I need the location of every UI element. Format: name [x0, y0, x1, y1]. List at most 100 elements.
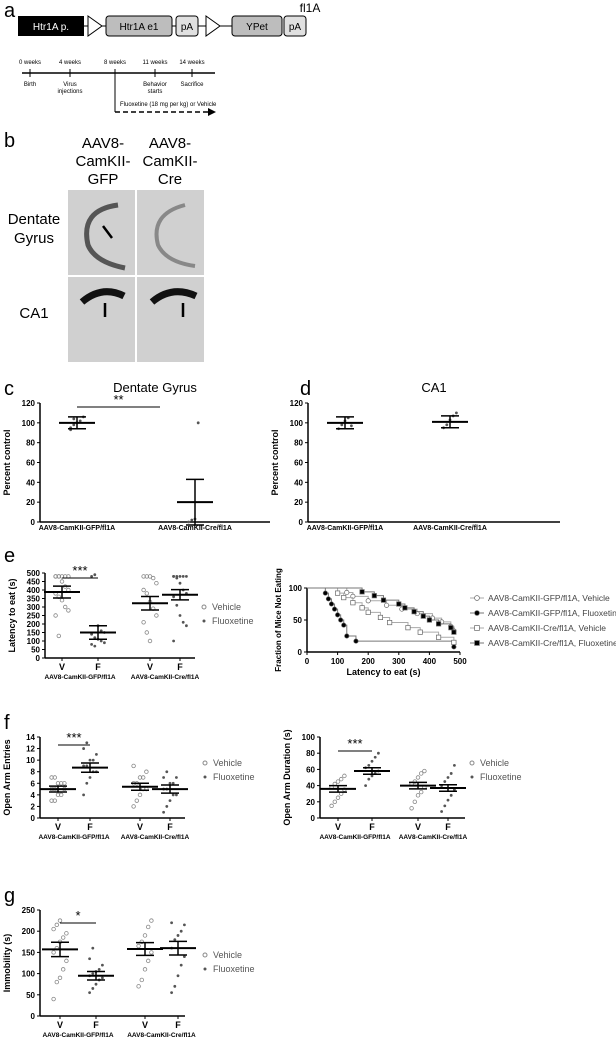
panel-c-y-label: Percent control — [2, 429, 12, 495]
panel-e-left-point — [53, 613, 58, 618]
panel-f-right-point — [443, 780, 447, 783]
panel-e-right-legend-marker — [474, 610, 480, 616]
panel-f-left-point — [175, 793, 178, 797]
panel-e-right-point — [341, 622, 347, 628]
panel-g-y-label: Immobility (s) — [2, 934, 12, 993]
panel-g-point — [91, 946, 95, 950]
panel-g-sig-label: * — [75, 908, 80, 923]
panel-f-right-group-label: AAV8-CamKII-Cre/fl1A — [399, 834, 468, 841]
histology-col-header: AAV8- — [149, 135, 191, 152]
panel-g-point — [101, 976, 104, 980]
panel-e-left-group-label: AAV8-CamKII-GFP/fl1A — [44, 674, 115, 681]
panel-f-left-y-tick-label: 10 — [26, 756, 35, 765]
histology-row-label: Dentate — [8, 211, 61, 228]
panel-g-legend-fluoxetine-marker — [203, 967, 207, 971]
panel-f-left-point — [52, 798, 57, 803]
panel-f-right-group-label: AAV8-CamKII-GFP/fl1A — [319, 834, 390, 841]
timeline-event: Behavior — [143, 82, 167, 88]
panel-g-point — [57, 975, 63, 981]
panel-f-left-point — [162, 776, 166, 779]
panel-e-right-point — [328, 601, 335, 607]
panel-d-y-tick-label: 40 — [294, 478, 303, 487]
panel-e-right-point — [365, 598, 371, 604]
panel-f-left-point — [82, 793, 85, 797]
panel-f-left-point — [168, 781, 172, 785]
panel-e-right-series-line — [307, 587, 455, 633]
panel-f-left-y-tick-label: 14 — [26, 733, 35, 742]
panel-e-right-x-tick-label: 400 — [423, 657, 437, 666]
panel-f-left-point — [144, 769, 149, 774]
panel-e-left-y-tick-label: 350 — [27, 595, 41, 604]
panel-e-left-point — [144, 630, 149, 635]
construct-title: fl1A — [300, 1, 321, 15]
panel-e-right-point — [325, 596, 331, 602]
panel-e-right-point — [359, 589, 365, 595]
panel-f-right-point — [422, 768, 427, 774]
panel-e-right-x-tick-label: 0 — [305, 657, 310, 666]
panel-letter-e: e — [4, 545, 16, 567]
panel-f-left-point — [137, 775, 143, 780]
panel-g-y-tick-label: 200 — [22, 927, 36, 936]
panel-e-left-point — [144, 591, 149, 596]
panel-e-left-point — [90, 643, 93, 646]
panel-f-right-y-tick-label: 60 — [306, 765, 315, 774]
panel-e-right-legend-label: AAV8-CamKII-GFP/fl1A, Vehicle — [488, 593, 610, 603]
panel-e-left-point — [172, 575, 176, 578]
panel-e-right-legend-label: AAV8-CamKII-GFP/fl1A, Fluoxetine — [488, 608, 616, 618]
panel-e-left-point — [56, 574, 61, 579]
panel-e-right-x-tick-label: 300 — [392, 657, 406, 666]
panel-d-y-tick-label: 0 — [299, 518, 304, 527]
panel-e-right-point — [359, 605, 365, 611]
panel-e-left-point — [59, 579, 65, 584]
panel-f-left-point — [171, 781, 175, 785]
panel-f-right-point — [419, 789, 424, 795]
panel-g-point — [54, 979, 59, 985]
panel-e-left-point — [175, 576, 179, 580]
panel-g-group-tick: F — [175, 1020, 181, 1030]
panel-f-left-point — [82, 747, 85, 750]
pa-box-1 — [175, 15, 199, 37]
panel-g-group-tick: F — [93, 1020, 99, 1030]
panel-g-y-tick-label: 250 — [22, 906, 36, 915]
timeline-event: Birth — [24, 82, 36, 88]
panel-e-right-y-tick-label: 100 — [289, 584, 303, 593]
panel-d-point — [445, 423, 449, 427]
panel-f-right-point — [342, 773, 347, 779]
panel-e-right-point — [436, 621, 442, 627]
panel-f-right-point — [377, 751, 380, 755]
panel-e-right-legend-marker — [474, 625, 480, 631]
panel-d-y-tick-label: 120 — [290, 399, 304, 408]
panel-f-left-point — [91, 758, 95, 762]
treatment-label: Fluoxetine (18 mg per kg) or Vehicle — [120, 102, 217, 108]
panel-e-right-legend-label: AAV8-CamKII-Cre/fl1A, Fluoxetine — [488, 638, 616, 648]
panel-f-right-sig-label: *** — [347, 736, 362, 751]
reporter-box — [231, 15, 283, 37]
panel-f-left-group-label: AAV8-CamKII-Cre/fl1A — [121, 834, 190, 841]
panel-g-point — [57, 918, 63, 923]
histology-tile — [137, 190, 204, 275]
panel-e-right-x-tick-label: 200 — [362, 657, 376, 666]
panel-e-left-point — [99, 629, 103, 633]
panel-e-right-point — [451, 644, 457, 650]
panel-g-y-tick-label: 150 — [22, 948, 36, 957]
panel-f-left-point — [88, 776, 92, 779]
panel-c-point — [190, 518, 194, 522]
panel-f-left-legend-fluoxetine-marker — [203, 775, 207, 779]
panel-e-left-point — [59, 598, 65, 603]
panel-f-left-y-tick-label: 8 — [31, 768, 36, 777]
panel-e-right-point — [377, 614, 383, 620]
panel-c-point — [78, 419, 82, 423]
panel-g-legend-vehicle-marker — [202, 952, 208, 958]
panel-e-left-point — [147, 574, 153, 579]
panel-g-point — [149, 950, 154, 955]
panel-f-right-y-tick-label: 0 — [311, 814, 316, 823]
panel-f-left-point — [168, 799, 172, 803]
panel-e-right-point — [335, 612, 341, 618]
dg-arc-gfp — [84, 202, 126, 271]
panel-f-right-legend-fluoxetine-marker — [470, 775, 474, 779]
panel-e-left-point — [154, 581, 159, 586]
panel-f-left-point — [62, 781, 67, 786]
panel-f-left-point — [95, 752, 98, 756]
panel-f-right-point — [412, 779, 417, 784]
